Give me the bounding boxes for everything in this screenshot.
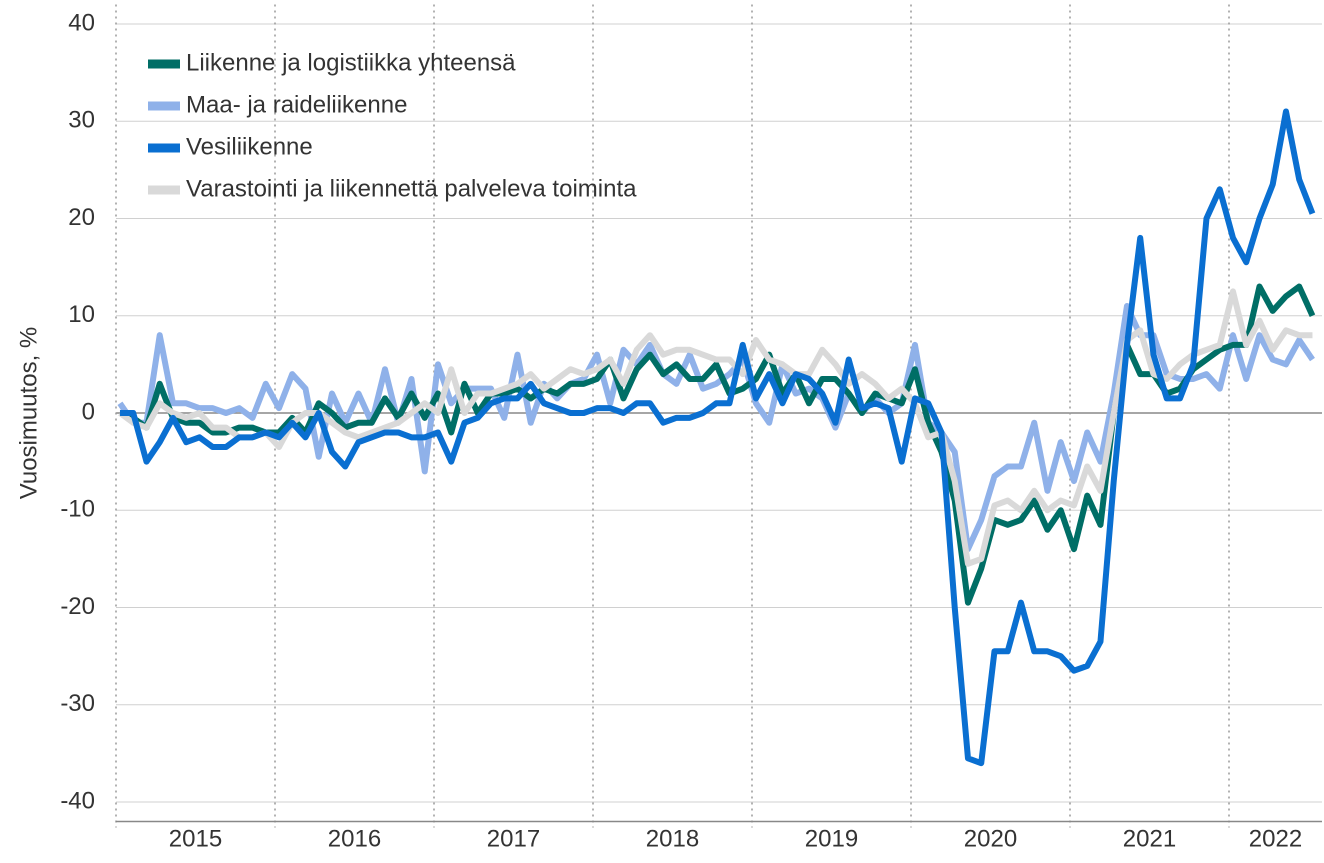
x-tick-label: 2021 [1123,825,1176,852]
x-tick-label: 2019 [805,825,858,852]
x-tick-label: 2022 [1249,825,1302,852]
y-tick-label: 0 [82,398,95,425]
series-line [119,108,1316,767]
y-tick-label: 20 [68,204,95,231]
legend-label: Varastointi ja liikennettä palveleva toi… [186,175,637,202]
x-tick-label: 2016 [328,825,381,852]
y-tick-label: -20 [60,593,95,620]
x-tick-label: 2018 [646,825,699,852]
y-tick-label: -30 [60,690,95,717]
x-tick-label: 2017 [487,825,540,852]
series-line [117,303,1315,553]
legend-label: Liikenne ja logistiikka yhteensä [186,49,516,76]
y-tick-label: 40 [68,9,95,36]
y-axis-label: Vuosimuutos, % [15,327,42,500]
y-tick-label: 30 [68,107,95,134]
x-tick-label: 2015 [169,825,222,852]
legend-label: Maa- ja raideliikenne [186,91,407,118]
x-tick-label: 2020 [964,825,1017,852]
y-tick-label: -40 [60,787,95,814]
y-tick-label: 10 [68,301,95,328]
legend-label: Vesiliikenne [186,133,313,160]
y-tick-label: -10 [60,496,95,523]
